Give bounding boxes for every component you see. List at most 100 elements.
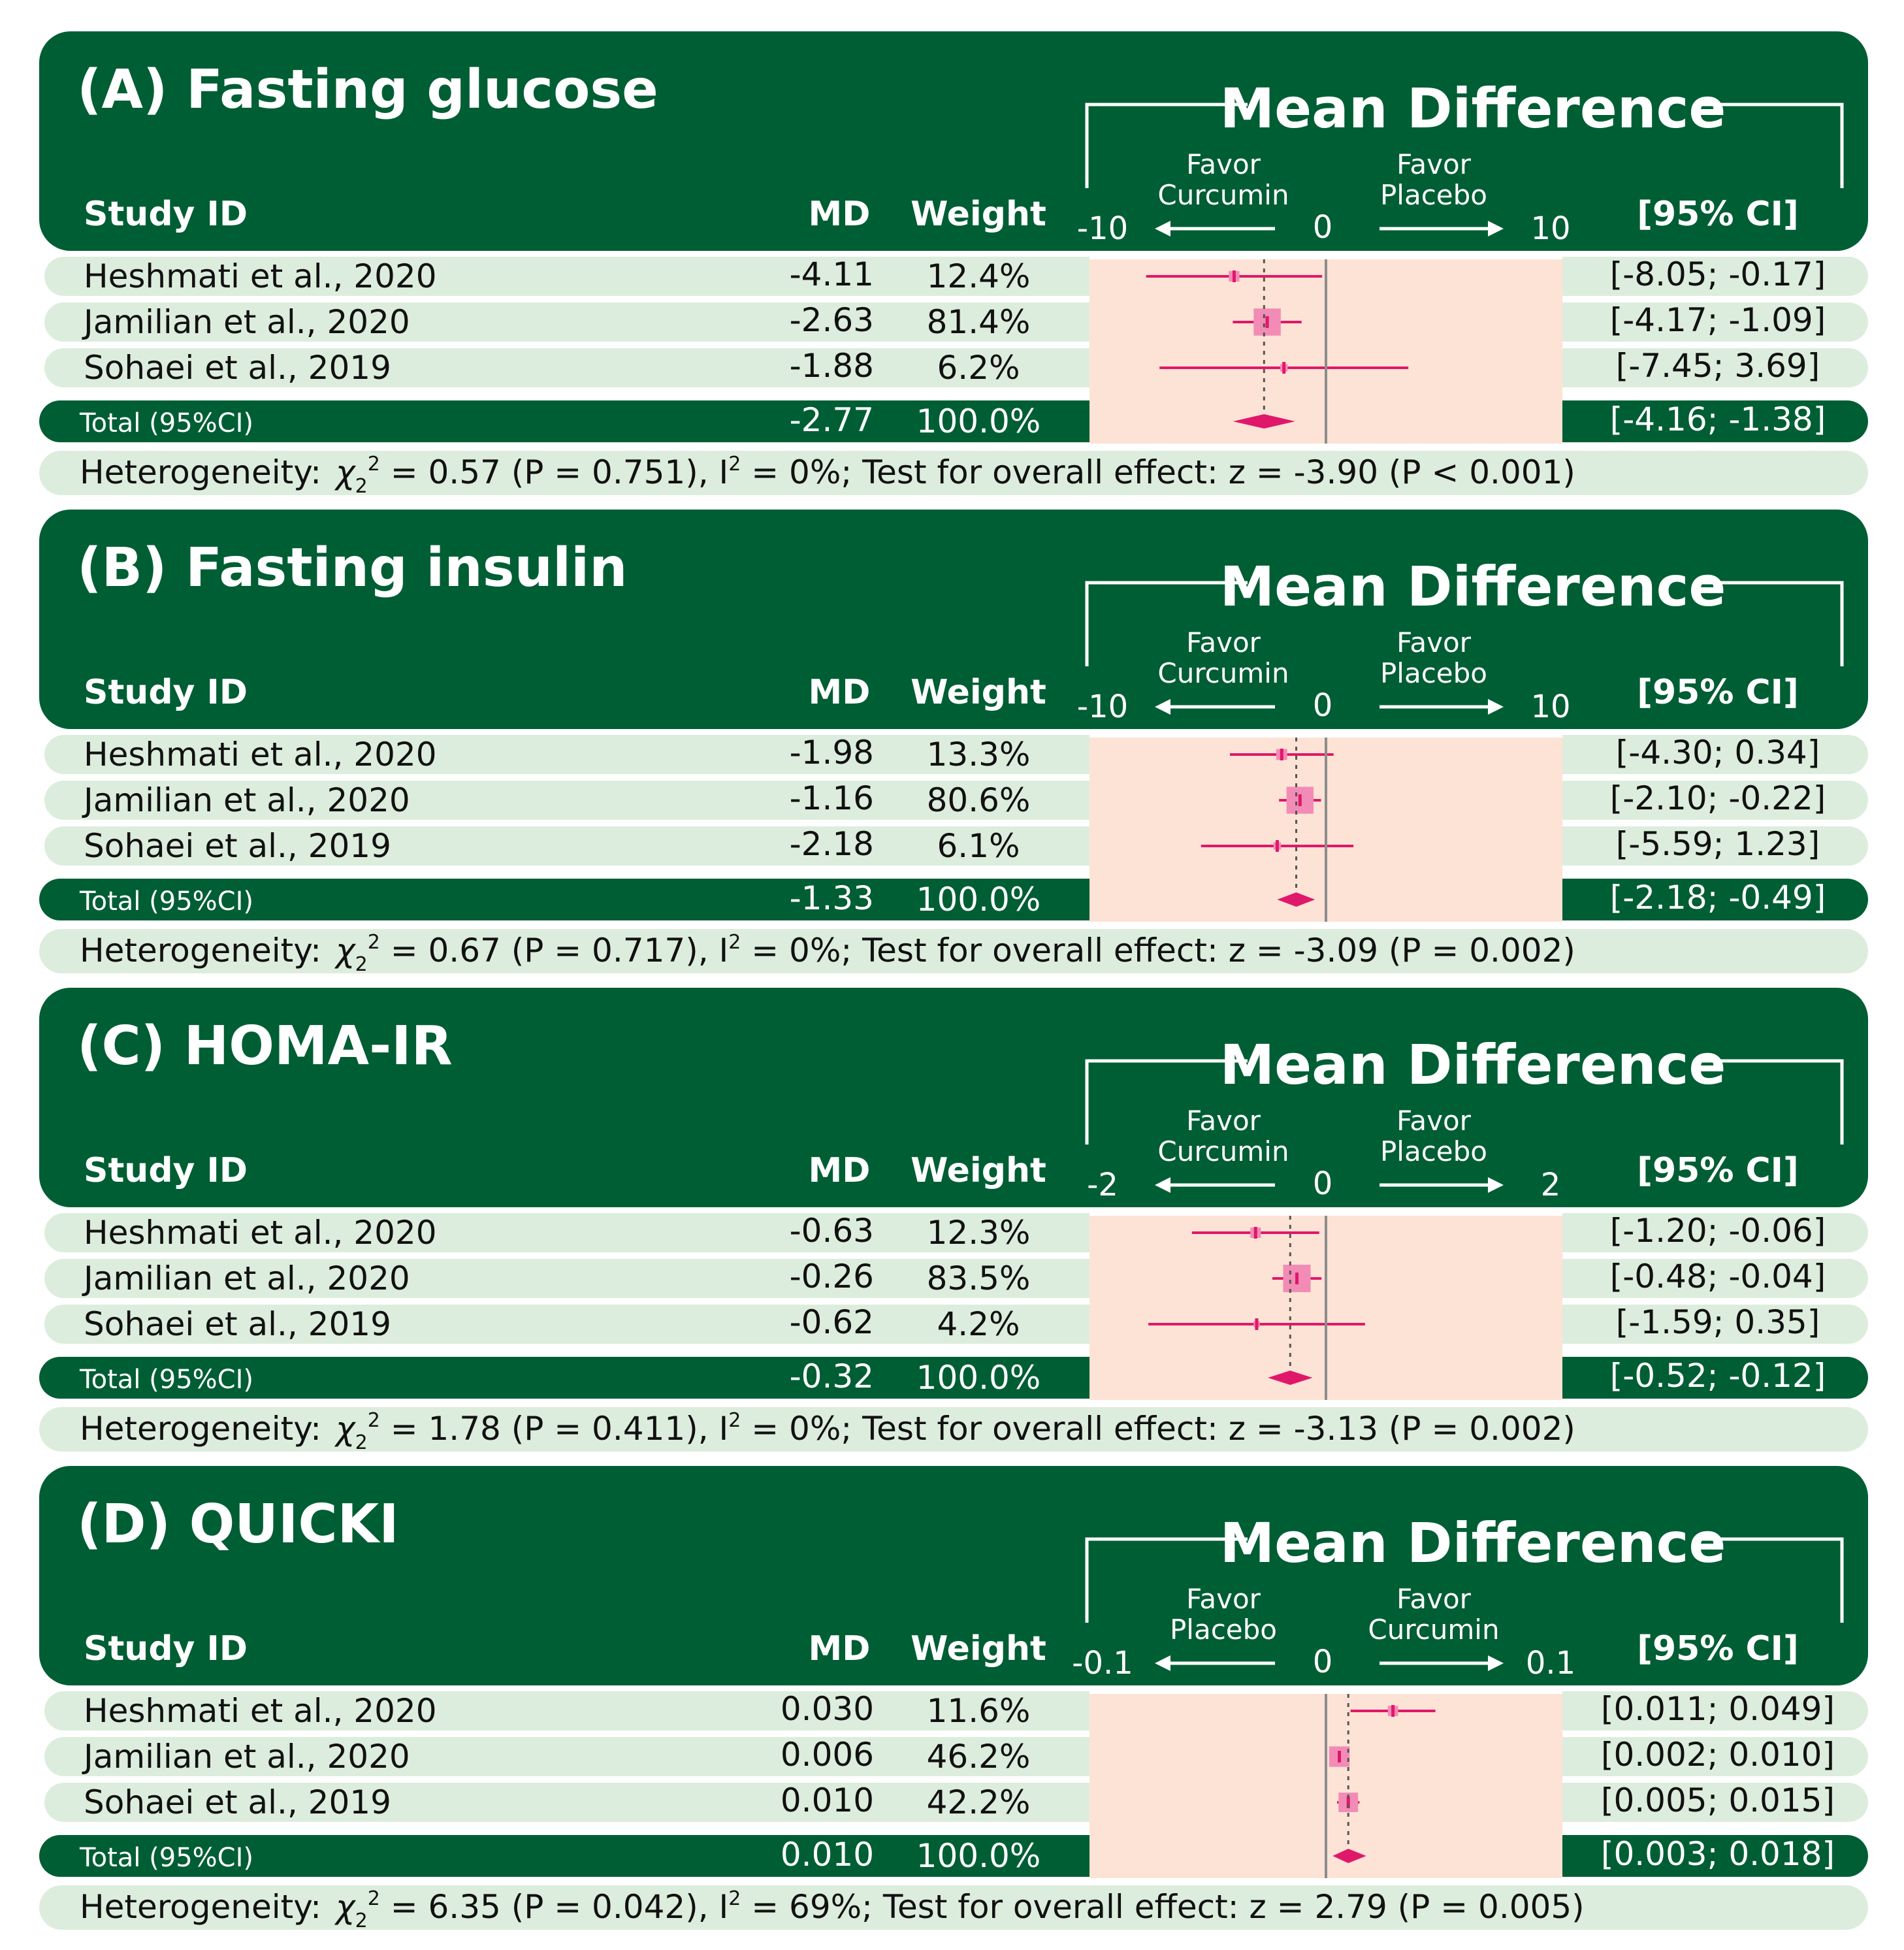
total-weight: 100.0% (916, 1837, 1041, 1875)
study-name: Heshmati et al., 2020 (84, 257, 437, 295)
study-row-band-left-join (1063, 826, 1089, 866)
study-weight: 81.4% (927, 303, 1031, 341)
arrow-right-head (1488, 699, 1504, 715)
heterogeneity-text: Heterogeneity: χ22 = 0.57 (P = 0.751), I2… (80, 453, 1575, 498)
study-weight: 11.6% (927, 1692, 1031, 1730)
heterogeneity-statistic: = 0.67 (P = 0.717), I (380, 932, 728, 969)
col-header-md: MD (809, 1629, 871, 1668)
total-row-band-right (1562, 400, 1868, 442)
arrow-left-head (1155, 221, 1170, 236)
study-ci: [-0.48; -0.04] (1610, 1258, 1826, 1295)
study-name: Jamilian et al., 2020 (82, 781, 410, 819)
study-row-band-right (1562, 735, 1868, 774)
study-row: Jamilian et al., 2020 -2.63 81.4% [-4.17; -… (44, 301, 1868, 342)
study-weight: 42.2% (927, 1783, 1031, 1821)
axis-tick-left: -2 (1087, 1167, 1118, 1203)
total-diamond (1332, 1849, 1366, 1863)
chi-subscript: 2 (355, 475, 368, 498)
mean-difference-bracket-right (1698, 1059, 1844, 1145)
study-row-band-left (44, 1691, 1089, 1731)
study-row-band-left (44, 781, 1089, 820)
favor-right-line2: Placebo (1380, 179, 1487, 211)
mean-difference-bracket-right (1698, 581, 1844, 666)
study-row-band-right-join (1562, 1691, 1589, 1731)
arrow-left-head (1155, 699, 1170, 715)
study-ci: [-8.05; -0.17] (1610, 255, 1826, 293)
axis-tick-right: 0.1 (1526, 1645, 1575, 1682)
study-row-band-left-join (1063, 1259, 1089, 1298)
favor-right-line2: Curcumin (1368, 1614, 1499, 1646)
study-row-band-left (44, 1737, 1089, 1776)
panel-header (39, 31, 1868, 251)
favor-right-line1: Favor (1396, 626, 1472, 658)
heterogeneity-band (39, 1885, 1868, 1930)
study-row: Jamilian et al., 2020 -1.16 80.6% [-2.10; -… (44, 779, 1868, 820)
study-row: Heshmati et al., 2020 -0.63 12.3% [-1.20; -… (44, 1212, 1868, 1252)
axis-tick-zero: 0 (1313, 1165, 1333, 1202)
total-row-band-right-join (1562, 400, 1589, 442)
panel-title: (D) QUICKI (77, 1493, 399, 1555)
col-header-weight: Weight (911, 1629, 1046, 1668)
study-weight: 46.2% (927, 1738, 1031, 1776)
study-row-band-left (44, 1259, 1089, 1298)
heterogeneity-rest: = 0%; Test for overall effect: z = -3.13… (741, 1410, 1575, 1448)
study-name: Sohaei et al., 2019 (84, 349, 391, 387)
heterogeneity-prefix: Heterogeneity: (80, 1410, 321, 1448)
study-row-band-right-join (1562, 257, 1589, 296)
panel-header (39, 1466, 1868, 1685)
mean-difference-bracket-left (1085, 103, 1248, 188)
total-row-band-left (39, 1357, 1089, 1399)
axis-tick-zero: 0 (1313, 1644, 1333, 1680)
heterogeneity-statistic: = 6.35 (P = 0.042), I (380, 1888, 728, 1926)
panel-header (39, 988, 1868, 1207)
study-name: Sohaei et al., 2019 (84, 1783, 391, 1821)
study-md: -2.63 (790, 301, 874, 339)
study-ci: [-5.59; 1.23] (1616, 825, 1820, 863)
study-name: Sohaei et al., 2019 (84, 827, 391, 865)
study-weight: 80.6% (927, 781, 1031, 819)
mean-difference-label: Mean Difference (1220, 1033, 1726, 1097)
study-row-band-left (44, 826, 1089, 866)
favor-left-line1: Favor (1186, 148, 1261, 180)
study-row-band-right (1562, 1737, 1868, 1776)
i2-superscript: 2 (728, 931, 741, 954)
total-row-band-left (39, 400, 1089, 442)
study-row-band-left-join (1063, 1213, 1089, 1252)
study-row-band-right-join (1562, 302, 1589, 342)
panel-d: (D) QUICKI Mean Difference Study ID MD Weigh… (39, 1466, 1868, 1932)
panel-c: (C) HOMA-IR Mean Difference Study ID MD Weig… (39, 988, 1868, 1454)
study-row-band-right-join (1562, 826, 1589, 866)
study-row-band-right (1562, 302, 1868, 342)
study-ci: [0.002; 0.010] (1601, 1736, 1835, 1774)
study-row-band-left-join (1063, 348, 1089, 387)
col-header-md: MD (809, 195, 871, 234)
study-row-band-left (44, 302, 1089, 342)
study-row: Heshmati et al., 2020 -4.11 12.4% [-8.05; -… (44, 255, 1868, 296)
study-row-band-left (44, 348, 1089, 387)
col-header-ci: [95% CI] (1637, 673, 1799, 712)
study-row-band-right (1562, 1783, 1868, 1822)
heterogeneity-text: Heterogeneity: χ22 = 0.67 (P = 0.717), I2… (80, 931, 1575, 976)
study-row: Heshmati et al., 2020 0.030 11.6% [0.011; 0… (44, 1690, 1868, 1731)
study-md: 0.030 (781, 1690, 874, 1728)
total-row: Total (95%CI) -1.33 100.0% [-2.18; -0.49] (39, 879, 1868, 920)
study-weight: 4.2% (937, 1305, 1020, 1343)
heterogeneity-band (39, 929, 1868, 973)
study-row: Jamilian et al., 2020 -0.26 83.5% [-0.48; -… (44, 1258, 1868, 1298)
study-md: -1.98 (790, 734, 874, 772)
study-row-band-left (44, 1305, 1089, 1344)
study-row: Sohaei et al., 2019 -1.88 6.2% [-7.45; 3.69… (44, 347, 1868, 387)
total-row-band-right-join (1562, 1357, 1589, 1399)
total-row-band-left (39, 879, 1089, 920)
study-md: -0.63 (790, 1212, 874, 1250)
study-md: -4.11 (790, 255, 874, 293)
study-row-band-left (44, 1783, 1089, 1822)
panel-header (39, 510, 1868, 729)
study-row-band-right (1562, 781, 1868, 820)
study-weight: 13.3% (927, 736, 1031, 773)
study-md: -0.62 (790, 1303, 874, 1341)
study-weight: 6.2% (937, 349, 1020, 387)
study-row: Sohaei et al., 2019 -2.18 6.1% [-5.59; 1.23… (44, 825, 1868, 866)
study-row: Sohaei et al., 2019 0.010 42.2% [0.005; 0.0… (44, 1781, 1868, 1822)
